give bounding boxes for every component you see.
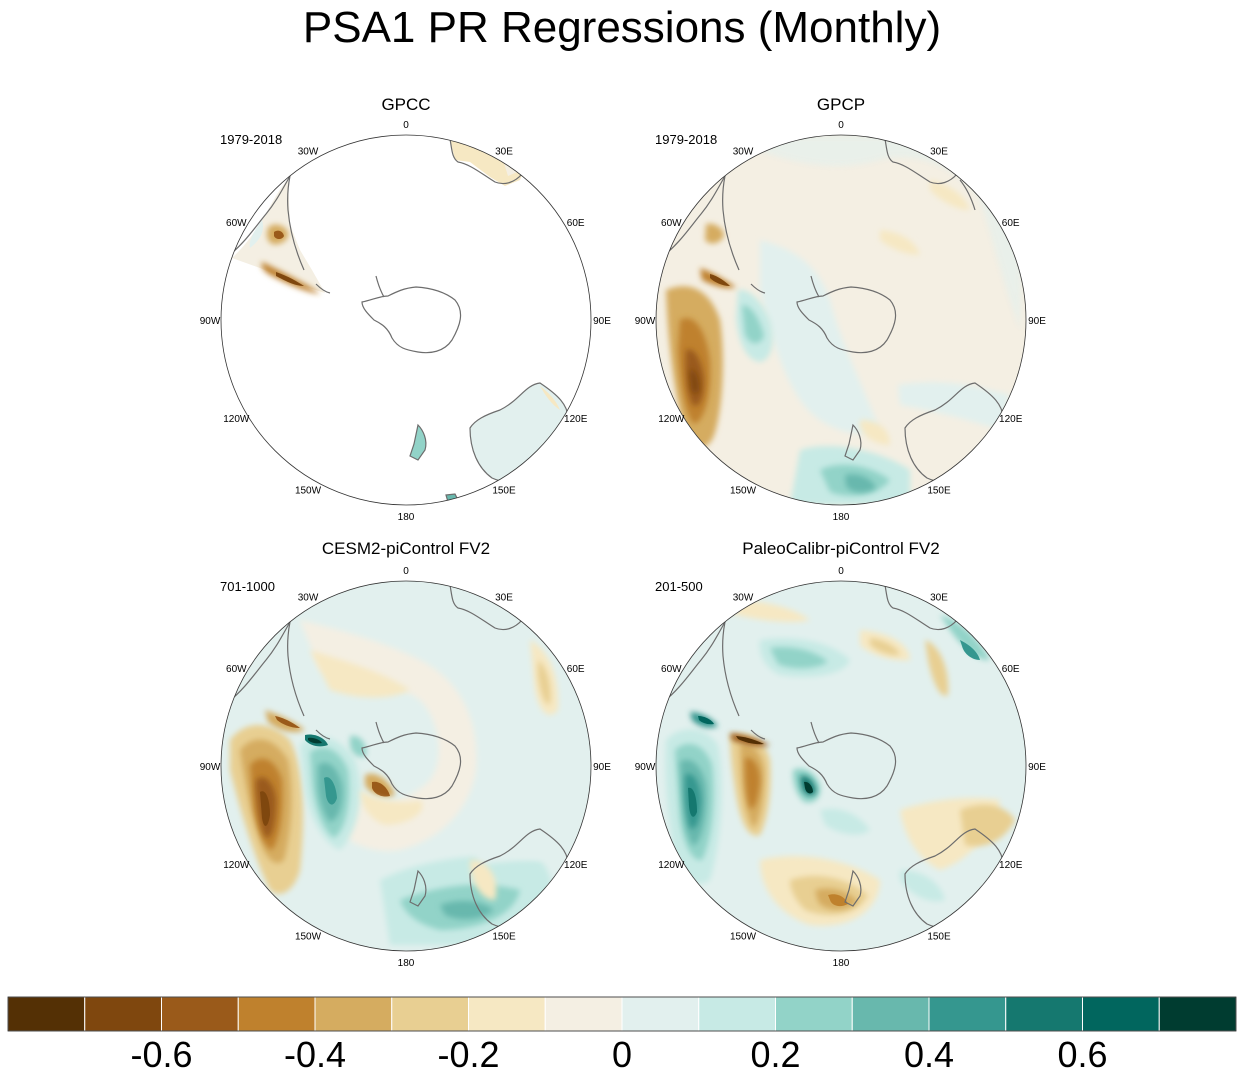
longitude-label: 120W	[223, 414, 250, 425]
longitude-label: 120W	[658, 414, 685, 425]
coastlines-cesm2	[227, 584, 569, 929]
colorbar-cell	[928, 996, 1007, 1032]
longitude-label: 180	[833, 958, 850, 969]
longitude-label: 30E	[930, 592, 948, 603]
colorbar-cell	[851, 996, 930, 1032]
longitude-label: 120E	[564, 414, 588, 425]
longitude-label: 150E	[492, 486, 516, 497]
longitude-label: 30W	[733, 592, 754, 603]
colorbar-cell	[7, 996, 86, 1032]
colorbar-cell	[391, 996, 469, 1032]
longitude-label: 150W	[295, 486, 322, 497]
colorbar-cell	[621, 996, 700, 1032]
map-panel-gpcp	[656, 135, 1026, 505]
map-boundary-cesm2	[220, 580, 592, 952]
longitude-label: 120E	[564, 860, 588, 871]
colorbar	[7, 996, 1237, 1032]
longitude-label: 60E	[567, 664, 585, 675]
map-boundaries	[220, 134, 1027, 952]
longitude-label: 150E	[492, 932, 516, 943]
map-panel-paleocalibr	[656, 581, 1026, 951]
panel-title-cesm2: CESM2-piControl FV2	[321, 539, 491, 558]
colorbar-cell	[468, 996, 546, 1032]
longitude-label: 0	[838, 120, 844, 131]
longitude-label: 30E	[495, 592, 513, 603]
panel-title-gpcc: GPCC	[381, 95, 431, 114]
longitude-label: 180	[833, 512, 850, 523]
longitude-label: 180	[398, 958, 415, 969]
map-panel-gpcc	[221, 135, 591, 505]
period-label-cesm2: 701-1000	[220, 579, 275, 594]
longitude-label: 120W	[658, 860, 685, 871]
longitude-label: 60E	[567, 218, 585, 229]
panel-title-gpcp: GPCP	[816, 95, 866, 114]
colorbar-cell	[698, 996, 776, 1032]
colorbar-tick-label: 0	[611, 1034, 633, 1075]
longitude-label: 0	[403, 120, 409, 131]
period-label-gpcp: 1979-2018	[655, 132, 718, 147]
longitude-label: 120E	[999, 860, 1023, 871]
period-label-paleocalibr: 201-500	[655, 579, 703, 594]
colorbar-tick-label: -0.6	[130, 1034, 193, 1075]
longitude-label: 0	[838, 566, 844, 577]
longitude-label: 60W	[226, 218, 247, 229]
longitude-label: 120E	[999, 414, 1023, 425]
longitude-label: 150W	[295, 932, 322, 943]
longitude-label: 90E	[1028, 762, 1046, 773]
longitude-label: 60E	[1002, 664, 1020, 675]
colorbar-cell	[1082, 996, 1160, 1032]
colorbar-cell	[544, 996, 623, 1032]
longitude-label: 60W	[226, 664, 247, 675]
colorbar-tick-label: -0.2	[437, 1034, 500, 1075]
longitude-label: 90E	[593, 762, 611, 773]
longitude-label: 90W	[635, 762, 656, 773]
longitude-label: 180	[398, 512, 415, 523]
longitude-label: 90E	[1028, 316, 1046, 327]
longitude-label: 150W	[730, 932, 757, 943]
colorbar-tick-label: 0.4	[903, 1034, 955, 1075]
colorbar-cell	[1005, 996, 1083, 1032]
colorbar-cell	[1158, 996, 1237, 1032]
longitude-label: 30W	[298, 146, 319, 157]
colorbar-cell	[237, 996, 316, 1032]
longitude-label: 30E	[930, 146, 948, 157]
map-boundary-gpcc	[220, 134, 592, 506]
panel-title-paleocalibr: PaleoCalibr-piControl FV2	[742, 539, 940, 558]
colorbar-cell	[314, 996, 393, 1032]
longitude-label: 60E	[1002, 218, 1020, 229]
colorbar-tick-label: 0.2	[750, 1034, 801, 1075]
longitude-labels: 0 30E 60E 90E 120E 150E 180 150W 120W 90W 60W 30W 0 3…	[200, 120, 1047, 969]
longitude-label: 0	[403, 566, 409, 577]
period-label-gpcc: 1979-2018	[220, 132, 283, 147]
longitude-label: 30W	[298, 592, 319, 603]
longitude-label: 90E	[593, 316, 611, 327]
longitude-label: 90W	[200, 316, 221, 327]
colorbar-cell	[161, 996, 239, 1032]
figure-title: PSA1 PR Regressions (Monthly)	[302, 3, 942, 52]
longitude-label: 150E	[927, 932, 951, 943]
colorbar-tick-label: -0.4	[283, 1034, 347, 1075]
longitude-label: 90W	[200, 762, 221, 773]
longitude-label: 90W	[635, 316, 656, 327]
colorbar-tick-label: 0.6	[1057, 1034, 1108, 1075]
longitude-label: 60W	[661, 664, 682, 675]
longitude-label: 120W	[223, 860, 250, 871]
longitude-label: 30E	[495, 146, 513, 157]
map-boundary-paleocalibr	[655, 580, 1027, 952]
longitude-label: 150W	[730, 486, 757, 497]
longitude-label: 60W	[661, 218, 682, 229]
colorbar-cell	[775, 996, 853, 1032]
map-boundary-gpcp	[655, 134, 1027, 506]
colorbar-cell	[84, 996, 162, 1032]
colorbar-border	[7, 996, 1237, 1032]
longitude-label: 150E	[927, 486, 951, 497]
map-panel-cesm2	[221, 581, 591, 951]
longitude-label: 30W	[733, 146, 754, 157]
